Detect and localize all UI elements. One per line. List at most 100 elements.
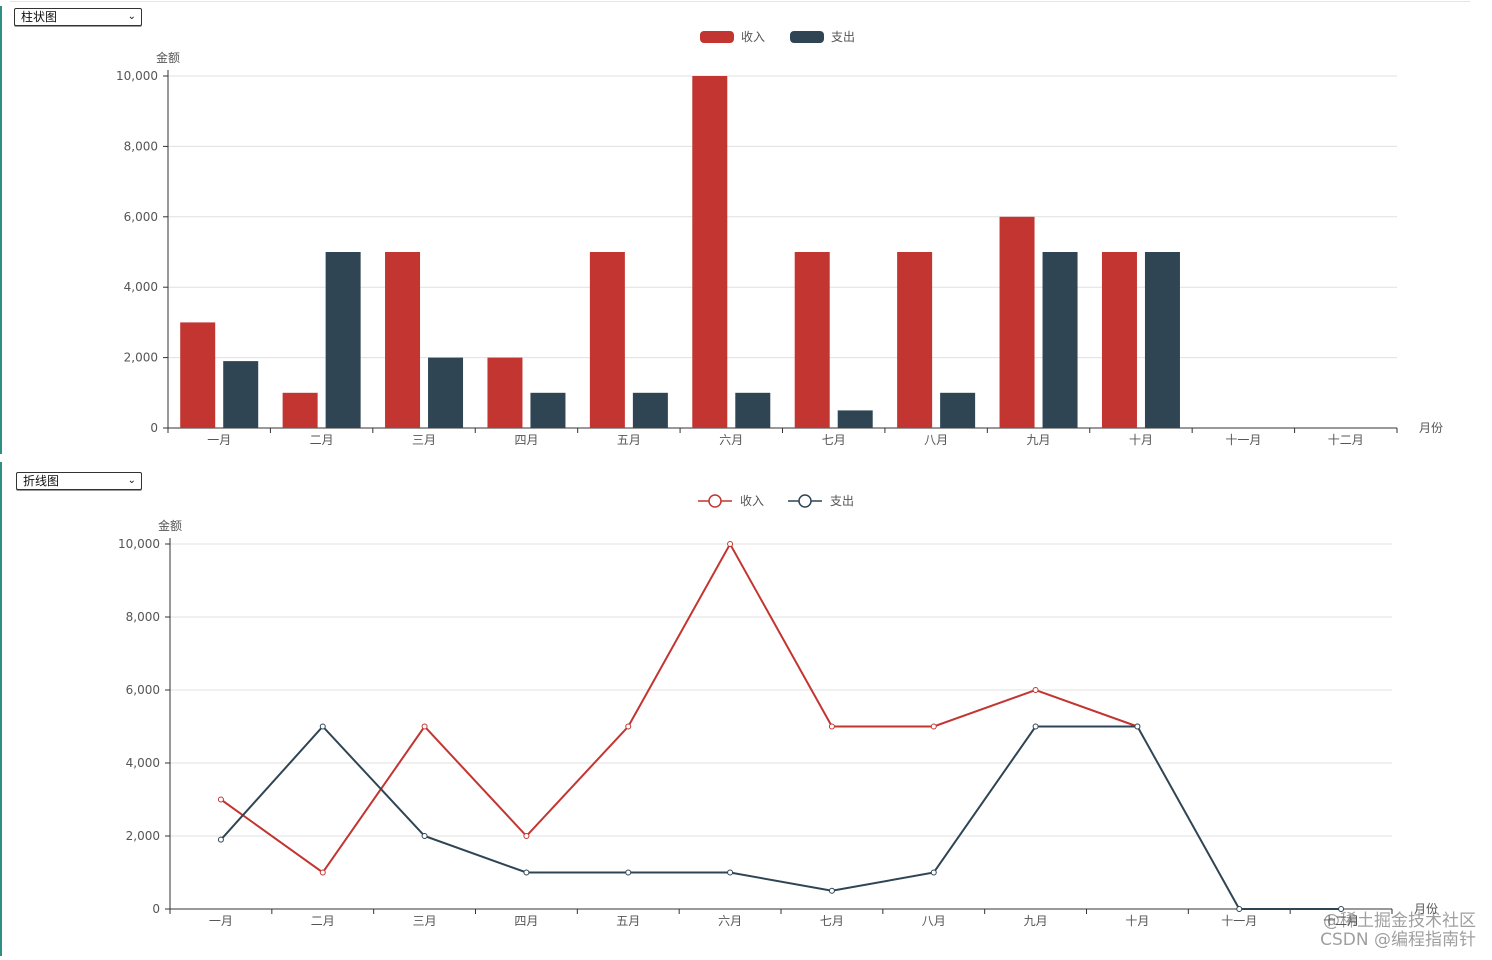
legend-marker-expense xyxy=(798,494,812,508)
bar-xtick-label: 九月 xyxy=(1027,433,1051,447)
bar-ytick-label: 6,000 xyxy=(124,210,158,224)
bar-ytick-label: 4,000 xyxy=(124,280,158,294)
line-xtick-label: 四月 xyxy=(514,914,538,928)
chart-type-select-value: 折线图 xyxy=(23,474,60,488)
point-expense xyxy=(1134,723,1141,730)
chevron-down-icon: ⌄ xyxy=(127,11,136,22)
bar-xtick-label: 五月 xyxy=(617,433,641,447)
bar-xtick-label: 十二月 xyxy=(1328,433,1364,447)
legend-label-income: 收入 xyxy=(741,30,765,44)
point-income xyxy=(421,723,428,730)
legend-marker-income xyxy=(708,494,722,508)
point-expense xyxy=(727,869,734,876)
bar-income xyxy=(794,252,830,428)
point-expense xyxy=(828,887,835,894)
point-income xyxy=(625,723,632,730)
bar-income xyxy=(282,392,318,428)
line-ytick-label: 8,000 xyxy=(126,610,160,624)
bar-ytick-label: 0 xyxy=(150,421,158,435)
bar-x-axis-title: 月份 xyxy=(1419,421,1443,435)
line-series-expense xyxy=(220,725,1342,910)
bar-ytick-label: 2,000 xyxy=(124,351,158,365)
line-y-axis-title: 金额 xyxy=(158,518,182,533)
bar-xtick-label: 八月 xyxy=(924,433,948,447)
line-ytick-label: 10,000 xyxy=(118,537,160,551)
legend-label-expense: 支出 xyxy=(830,494,854,508)
point-expense xyxy=(930,869,937,876)
bar-xtick-label: 一月 xyxy=(207,433,231,447)
bar-income xyxy=(999,216,1035,428)
line-xtick-label: 三月 xyxy=(413,914,437,928)
point-expense xyxy=(421,833,428,839)
line-xtick-label: 八月 xyxy=(922,914,946,928)
line-xtick-label: 十一月 xyxy=(1221,914,1257,928)
bar-xtick-label: 十一月 xyxy=(1225,433,1261,447)
line-xtick-label: 六月 xyxy=(718,914,742,928)
bar-ytick-label: 8,000 xyxy=(124,139,158,153)
line-ytick-label: 4,000 xyxy=(126,756,160,770)
watermark: @稀土掘金技术社区 CSDN @编程指南针 xyxy=(1320,912,1476,950)
watermark-line-1: @稀土掘金技术社区 xyxy=(1323,911,1476,931)
bar-expense xyxy=(325,252,361,428)
bar-expense xyxy=(735,392,771,428)
bar-income xyxy=(692,76,728,428)
top-divider xyxy=(10,1,1470,2)
point-income xyxy=(727,541,734,547)
bar-expense xyxy=(632,392,668,428)
bar-income xyxy=(1101,252,1137,428)
bar-chart: 0 2,000 4,000 6,000 8,000 10,000 一月 二月 三月 四月 五月 六月 七… xyxy=(116,30,1443,447)
bar-income xyxy=(487,357,523,428)
point-income xyxy=(319,869,326,876)
bar-ytick-label: 10,000 xyxy=(116,69,158,83)
chart-type-select-value: 柱状图 xyxy=(21,10,58,24)
point-expense xyxy=(1338,906,1345,912)
bar-xtick-label: 三月 xyxy=(412,433,436,447)
line-xtick-label: 五月 xyxy=(616,914,640,928)
point-income xyxy=(217,796,224,803)
line-xtick-label: 二月 xyxy=(311,914,335,928)
line-xtick-label: 七月 xyxy=(820,914,844,928)
point-income xyxy=(828,723,835,730)
line-ytick-label: 6,000 xyxy=(126,683,160,697)
bar-chart-panel: 柱状图 ⌄ 0 2,000 4,000 6,000 8,000 10,000 一月 二月 三月 四… xyxy=(0,0,1492,456)
panel-edge xyxy=(0,462,2,956)
point-expense xyxy=(523,869,530,876)
legend-label-income: 收入 xyxy=(740,494,764,508)
line-ytick-label: 0 xyxy=(152,902,160,916)
chevron-down-icon: ⌄ xyxy=(127,475,136,486)
bar-xtick-label: 二月 xyxy=(310,433,334,447)
line-chart: 0 2,000 4,000 6,000 8,000 10,000 一月 二月 三月 四月 五月 六月 七… xyxy=(118,494,1438,928)
chart-type-select-line[interactable]: 折线图 ⌄ xyxy=(16,472,142,490)
bar-xtick-label: 七月 xyxy=(822,433,846,447)
bar-xtick-label: 六月 xyxy=(719,433,743,447)
line-x-axis-title: 月份 xyxy=(1414,902,1438,916)
bar-expense xyxy=(428,357,464,428)
chart-type-select-bar[interactable]: 柱状图 ⌄ xyxy=(14,8,142,26)
bar-y-axis-title: 金额 xyxy=(156,50,180,65)
point-expense xyxy=(625,869,632,876)
line-xtick-label: 九月 xyxy=(1024,914,1048,928)
watermark-line-2: CSDN @编程指南针 xyxy=(1320,930,1476,950)
bar-expense xyxy=(1042,252,1078,428)
bar-expense xyxy=(837,410,873,428)
bar-xtick-label: 十月 xyxy=(1129,433,1153,447)
bar-income xyxy=(385,252,421,428)
point-expense xyxy=(1032,723,1039,730)
panel-edge xyxy=(0,6,2,454)
line-chart-panel: 折线图 ⌄ 0 2,000 4,000 6,000 8,000 10,000 一月 二月 三月 四… xyxy=(0,462,1492,956)
legend-label-expense: 支出 xyxy=(831,30,855,44)
bar-expense xyxy=(530,392,566,428)
legend-swatch-income xyxy=(700,31,734,43)
bar-income xyxy=(589,252,625,428)
legend-swatch-expense xyxy=(790,31,824,43)
point-expense xyxy=(1236,906,1243,912)
bar-expense xyxy=(223,361,259,428)
point-income xyxy=(930,723,937,730)
bar-xtick-label: 四月 xyxy=(514,433,538,447)
line-ytick-label: 2,000 xyxy=(126,829,160,843)
point-income xyxy=(1032,687,1039,693)
line-xtick-label: 一月 xyxy=(209,914,233,928)
point-expense xyxy=(319,723,326,730)
line-series-income xyxy=(220,541,1138,874)
bar-expense xyxy=(940,392,976,428)
